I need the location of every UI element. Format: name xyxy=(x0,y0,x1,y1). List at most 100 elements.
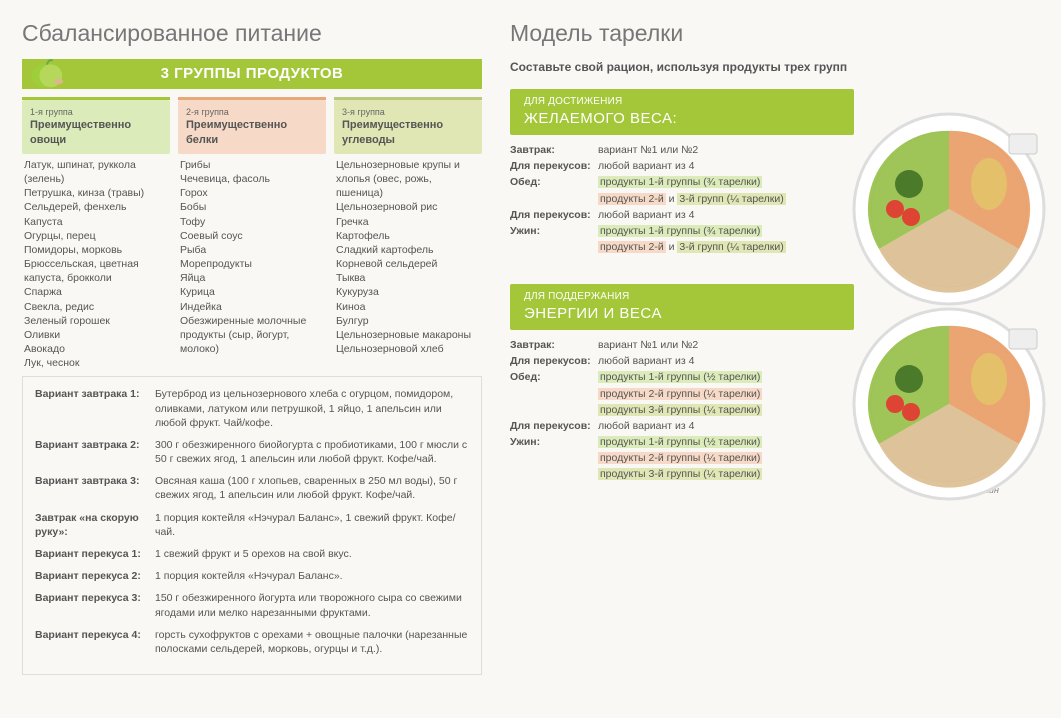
variant-label: Вариант перекуса 2: xyxy=(35,569,155,583)
list-item: Оливки xyxy=(24,328,168,342)
meal-row: продукты 3-й группы (¼ тарелки) xyxy=(510,467,838,481)
list-item: Лук, чеснок xyxy=(24,356,168,370)
meal-label: Для перекусов: xyxy=(510,354,598,368)
meal-text: продукты 3-й группы (¼ тарелки) xyxy=(598,403,838,417)
variant-row: Вариант перекуса 4:горсть сухофруктов с … xyxy=(35,628,469,656)
variant-label: Вариант перекуса 3: xyxy=(35,591,155,619)
variant-row: Вариант перекуса 1:1 свежий фрукт и 5 ор… xyxy=(35,547,469,561)
right-subtitle: Составьте свой рацион, используя продукт… xyxy=(510,59,1039,75)
meal-row: Ужин:продукты 1-й группы (½ тарелки) xyxy=(510,435,838,449)
group-3: 3-я группа Преимущественно углеводы Цель… xyxy=(334,97,482,370)
meal-row: Завтрак:вариант №1 или №2 xyxy=(510,338,838,352)
meals-block: Завтрак:вариант №1 или №2Для перекусов:л… xyxy=(510,143,838,254)
right-column: Модель тарелки Составьте свой рацион, ис… xyxy=(510,18,1039,700)
list-item: Соевый соус xyxy=(180,229,324,243)
meal-text: вариант №1 или №2 xyxy=(598,338,838,352)
group-1-list: Латук, шпинат, руккола (зелень)Петрушка,… xyxy=(22,158,170,371)
meal-label: Обед: xyxy=(510,370,598,384)
variant-text: Бутерброд из цельнозернового хлеба с огу… xyxy=(155,387,469,430)
left-title: Сбалансированное питание xyxy=(22,18,482,49)
variant-text: горсть сухофруктов с орехами + овощные п… xyxy=(155,628,469,656)
list-item: Свекла, редис xyxy=(24,300,168,314)
variants-box: Вариант завтрака 1:Бутерброд из цельнозе… xyxy=(22,376,482,675)
meal-row: продукты 2-й и 3-й групп (¼ тарелки) xyxy=(510,240,838,254)
meal-text: любой вариант из 4 xyxy=(598,208,838,222)
list-item: Спаржа xyxy=(24,285,168,299)
meal-text: продукты 1-й группы (½ тарелки) xyxy=(598,370,838,384)
meal-row: продукты 2-й и 3-й групп (¼ тарелки) xyxy=(510,192,838,206)
meal-row: продукты 2-й группы (¼ тарелки) xyxy=(510,451,838,465)
list-item: Киноа xyxy=(336,300,480,314)
apple-icon xyxy=(28,53,66,91)
list-item: Цельнозерновой хлеб xyxy=(336,342,480,356)
list-item: Гречка xyxy=(336,215,480,229)
list-item: Булгур xyxy=(336,314,480,328)
group-3-head: 3-я группа Преимущественно углеводы xyxy=(334,100,482,154)
section-band: ДЛЯ ДОСТИЖЕНИЯЖЕЛАЕМОГО ВЕСА: xyxy=(510,89,854,135)
meal-label: Для перекусов: xyxy=(510,159,598,173)
list-item: Чечевица, фасоль xyxy=(180,172,324,186)
meal-row: продукты 3-й группы (¼ тарелки) xyxy=(510,403,838,417)
variant-label: Вариант перекуса 1: xyxy=(35,547,155,561)
meal-text: продукты 1-й группы (¾ тарелки) xyxy=(598,224,838,238)
list-item: Сладкий картофель xyxy=(336,243,480,257)
list-item: Грибы xyxy=(180,158,324,172)
meal-row: Завтрак:вариант №1 или №2 xyxy=(510,143,838,157)
variant-text: 1 порция коктейля «Нэчурал Баланс». xyxy=(155,569,469,583)
list-item: Кукуруза xyxy=(336,285,480,299)
plate-section: ДЛЯ ПОДДЕРЖАНИЯЭНЕРГИИ И ВЕСА Завтрак:вар… xyxy=(510,284,1039,495)
meal-text: любой вариант из 4 xyxy=(598,354,838,368)
variant-text: 1 порция коктейля «Нэчурал Баланс», 1 св… xyxy=(155,511,469,539)
meal-label xyxy=(510,192,598,206)
meal-row: Ужин:продукты 1-й группы (¾ тарелки) xyxy=(510,224,838,238)
list-item: Сельдерей, фенхель xyxy=(24,200,168,214)
list-item: Тофу xyxy=(180,215,324,229)
list-item: Обезжиренные молочные продукты (сыр, йог… xyxy=(180,314,324,357)
list-item: Корневой сельдерей xyxy=(336,257,480,271)
group-2-list: ГрибыЧечевица, фасольГорохБобыТофуСоевый… xyxy=(178,158,326,356)
meal-text: продукты 3-й группы (¼ тарелки) xyxy=(598,467,838,481)
list-item: Огурцы, перец xyxy=(24,229,168,243)
right-title: Модель тарелки xyxy=(510,18,1039,49)
meal-text: любой вариант из 4 xyxy=(598,159,838,173)
meal-text: вариант №1 или №2 xyxy=(598,143,838,157)
variant-row: Вариант перекуса 3:150 г обезжиренного й… xyxy=(35,591,469,619)
list-item: Рыба xyxy=(180,243,324,257)
plate-icon xyxy=(849,109,1049,309)
meal-label: Для перекусов: xyxy=(510,419,598,433)
left-column: Сбалансированное питание 3 ГРУППЫ ПРОДУК… xyxy=(22,18,482,700)
variant-label: Вариант завтрака 1: xyxy=(35,387,155,430)
variant-label: Завтрак «на скорую руку»: xyxy=(35,511,155,539)
list-item: Петрушка, кинза (травы) xyxy=(24,186,168,200)
list-item: Индейка xyxy=(180,300,324,314)
variant-row: Вариант завтрака 1:Бутерброд из цельнозе… xyxy=(35,387,469,430)
list-item: Яйца xyxy=(180,271,324,285)
list-item: Зеленый горошек xyxy=(24,314,168,328)
meal-label: Ужин: xyxy=(510,224,598,238)
list-item: Цельнозерновые макароны xyxy=(336,328,480,342)
meal-row: Для перекусов:любой вариант из 4 xyxy=(510,159,838,173)
plate-illustration xyxy=(849,109,1049,309)
meal-label xyxy=(510,451,598,465)
variant-label: Вариант перекуса 4: xyxy=(35,628,155,656)
meal-label xyxy=(510,387,598,401)
list-item: Бобы xyxy=(180,200,324,214)
section-band: ДЛЯ ПОДДЕРЖАНИЯЭНЕРГИИ И ВЕСА xyxy=(510,284,854,330)
plate-illustration xyxy=(849,304,1049,504)
variant-text: 150 г обезжиренного йогурта или творожно… xyxy=(155,591,469,619)
band-label: 3 ГРУППЫ ПРОДУКТОВ xyxy=(161,64,344,84)
list-item: Капуста xyxy=(24,215,168,229)
meals-block: Завтрак:вариант №1 или №2Для перекусов:л… xyxy=(510,338,838,482)
meal-text: продукты 2-й и 3-й групп (¼ тарелки) xyxy=(598,192,838,206)
list-item: Горох xyxy=(180,186,324,200)
plate-icon xyxy=(849,304,1049,504)
variant-row: Вариант перекуса 2:1 порция коктейля «Нэ… xyxy=(35,569,469,583)
variant-row: Вариант завтрака 2:300 г обезжиренного б… xyxy=(35,438,469,466)
meal-row: Для перекусов:любой вариант из 4 xyxy=(510,419,838,433)
product-groups-band: 3 ГРУППЫ ПРОДУКТОВ xyxy=(22,59,482,89)
groups-row: 1-я группа Преимущественно овощи Латук, … xyxy=(22,97,482,370)
meal-label xyxy=(510,403,598,417)
meal-text: продукты 1-й группы (¾ тарелки) xyxy=(598,175,838,189)
meal-row: Для перекусов:любой вариант из 4 xyxy=(510,208,838,222)
group-2-head: 2-я группа Преимущественно белки xyxy=(178,100,326,154)
